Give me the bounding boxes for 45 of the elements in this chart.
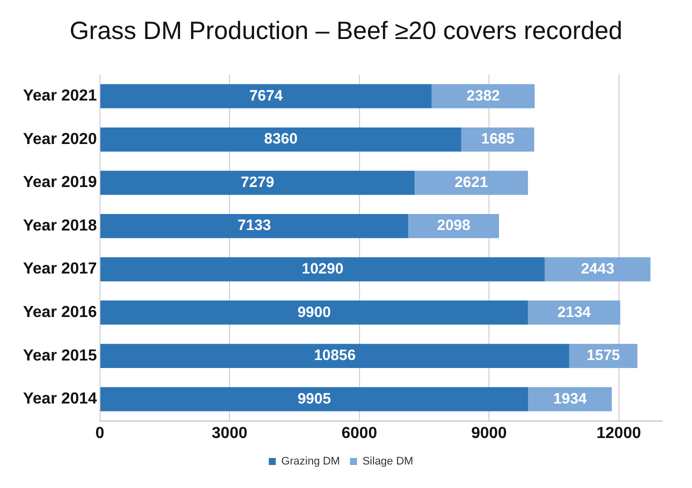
y-tick-label: Year 2015 <box>22 347 97 364</box>
data-label: 10856 <box>314 347 356 364</box>
data-label: 10290 <box>302 260 344 278</box>
legend-label: Grazing DM <box>281 456 340 468</box>
x-tick-label: 6000 <box>342 424 378 442</box>
bar <box>100 387 528 412</box>
data-label: 9900 <box>297 304 331 321</box>
bar <box>100 84 432 108</box>
data-label: 1685 <box>481 130 514 148</box>
data-label: 1934 <box>553 390 588 408</box>
y-tick-label: Year 2020 <box>22 130 97 148</box>
bar <box>100 300 528 325</box>
data-label: 2382 <box>466 87 500 104</box>
data-label: 1575 <box>586 347 620 364</box>
data-label: 2443 <box>580 260 614 278</box>
y-tick-label: Year 2019 <box>22 174 97 192</box>
y-tick-label: Year 2018 <box>22 217 97 234</box>
bar <box>100 214 408 238</box>
bar <box>100 344 570 368</box>
data-label: 7279 <box>240 174 274 191</box>
data-label: 7133 <box>238 217 272 234</box>
data-label: 8360 <box>264 130 298 148</box>
bar <box>414 170 528 195</box>
y-tick-label: Year 2016 <box>22 304 97 322</box>
bar <box>432 84 535 108</box>
legend-label: Silage DM <box>362 456 414 468</box>
bar <box>100 257 545 282</box>
data-label: 9905 <box>298 390 331 408</box>
x-tick-label: 0 <box>95 424 104 442</box>
y-tick-label: Year 2017 <box>22 260 97 278</box>
x-tick-label: 9000 <box>471 424 507 442</box>
data-label: 2134 <box>557 304 592 321</box>
bar <box>100 170 415 195</box>
x-tick-label: 3000 <box>212 424 248 442</box>
bar <box>544 257 650 282</box>
y-tick-label: Year 2014 <box>22 390 97 408</box>
bar <box>528 300 620 325</box>
data-label: 2621 <box>454 174 488 191</box>
x-tick-label: 12000 <box>596 424 642 442</box>
bar <box>528 387 612 412</box>
y-tick-label: Year 2021 <box>22 88 97 105</box>
chart-title: Grass DM Production – Beef ≥20 covers recorded <box>68 16 624 47</box>
data-label: 2098 <box>436 217 470 234</box>
data-label: 7674 <box>249 87 284 104</box>
bar <box>100 127 462 152</box>
